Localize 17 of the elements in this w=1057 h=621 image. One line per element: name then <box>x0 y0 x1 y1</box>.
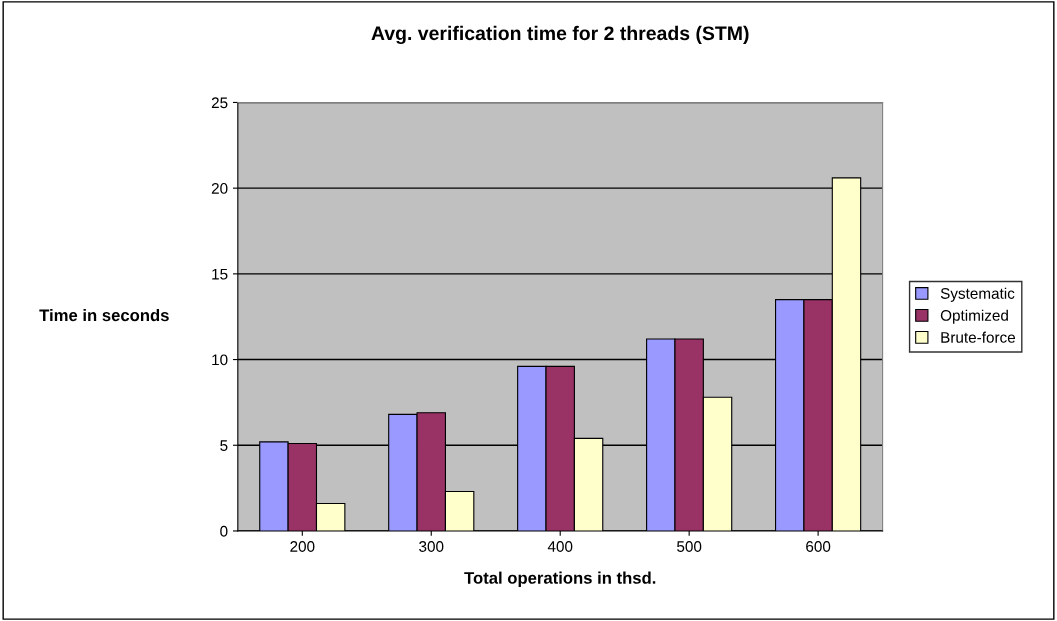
legend-label: Brute-force <box>941 331 1016 343</box>
x-tick-label: 500 <box>677 541 702 552</box>
legend-label: Systematic <box>940 287 1015 302</box>
x-tick-label: 400 <box>547 541 573 552</box>
x-axis-title: Total operations in thsd. <box>464 571 656 588</box>
y-tick-label: 15 <box>212 268 228 280</box>
y-tick-label: 10 <box>212 354 228 366</box>
x-tick-label: 300 <box>419 541 444 552</box>
y-axis-title: Time in seconds <box>39 308 169 322</box>
x-tick-label: 200 <box>290 541 315 552</box>
y-tick-label: 25 <box>211 97 228 109</box>
y-tick-label: 20 <box>211 183 228 194</box>
chart-title: Avg. verification time for 2 threads (STM) <box>371 25 749 45</box>
y-tick-label: 0 <box>220 525 228 537</box>
y-tick-label: 5 <box>220 440 228 451</box>
x-tick-label: 600 <box>806 541 831 552</box>
legend-label: Optimized <box>940 309 1008 324</box>
